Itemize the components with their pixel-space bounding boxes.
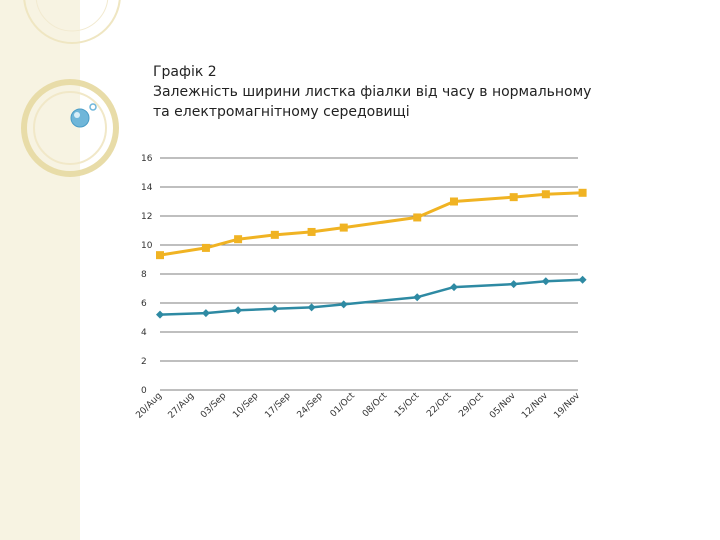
data-point-diamond — [234, 306, 243, 315]
x-tick-label: 17/Sep — [263, 391, 293, 421]
x-tick-label: 27/Aug — [167, 391, 197, 421]
data-point-square — [541, 190, 550, 199]
y-tick-label: 2 — [141, 357, 147, 367]
y-tick-label: 14 — [141, 183, 153, 193]
x-tick-label: 12/Nov — [520, 391, 550, 421]
data-point-diamond — [450, 283, 458, 292]
title-line-2: Залежність ширини листка фіалки від часу… — [153, 84, 592, 100]
x-tick-label: 05/Nov — [488, 391, 518, 421]
data-point-diamond — [307, 303, 316, 312]
y-tick-label: 12 — [141, 212, 152, 222]
y-tick-label: 0 — [141, 386, 147, 396]
decorative-small-bubble — [89, 103, 97, 111]
slide-title: Графік 2 Залежність ширини листка фіалки… — [153, 62, 673, 122]
series-line-1 — [159, 191, 583, 257]
data-point-diamond — [413, 293, 422, 302]
y-tick-label: 4 — [141, 328, 147, 338]
x-tick-label: 15/Oct — [393, 391, 422, 420]
data-point-square — [270, 230, 279, 239]
x-tick-label: 22/Oct — [425, 391, 454, 420]
data-point-diamond — [339, 300, 348, 309]
series-line-2 — [159, 278, 583, 316]
x-tick-label: 03/Sep — [199, 391, 229, 421]
x-tick-label: 19/Nov — [552, 391, 582, 421]
x-tick-label: 01/Oct — [329, 391, 358, 420]
data-point-square — [578, 188, 587, 197]
data-point-diamond — [541, 277, 550, 286]
title-line-3: та електромагнітному середовищі — [153, 104, 410, 120]
y-tick-label: 10 — [141, 241, 153, 251]
data-point-square — [234, 235, 243, 244]
data-point-square — [339, 223, 348, 232]
data-point-diamond — [156, 310, 164, 319]
title-line-1: Графік 2 — [153, 64, 217, 80]
y-tick-label: 8 — [141, 270, 147, 280]
x-tick-label: 24/Sep — [296, 391, 326, 421]
data-point-diamond — [578, 275, 587, 284]
x-tick-label: 29/Oct — [457, 391, 486, 420]
data-point-square — [413, 213, 422, 222]
data-point-square — [156, 251, 164, 260]
data-point-square — [509, 193, 518, 202]
data-point-square — [201, 243, 210, 252]
data-point-square — [449, 197, 458, 206]
y-tick-label: 16 — [141, 154, 153, 164]
data-point-diamond — [270, 304, 279, 313]
x-tick-label: 20/Aug — [134, 391, 164, 421]
data-point-square — [307, 227, 316, 236]
x-tick-label: 08/Oct — [361, 391, 390, 420]
x-tick-label: 10/Sep — [231, 391, 261, 421]
data-point-diamond — [509, 280, 518, 289]
decorative-rings — [21, 0, 121, 177]
y-tick-label: 6 — [141, 299, 147, 309]
data-point-diamond — [201, 309, 210, 318]
decorative-ring — [21, 79, 119, 177]
